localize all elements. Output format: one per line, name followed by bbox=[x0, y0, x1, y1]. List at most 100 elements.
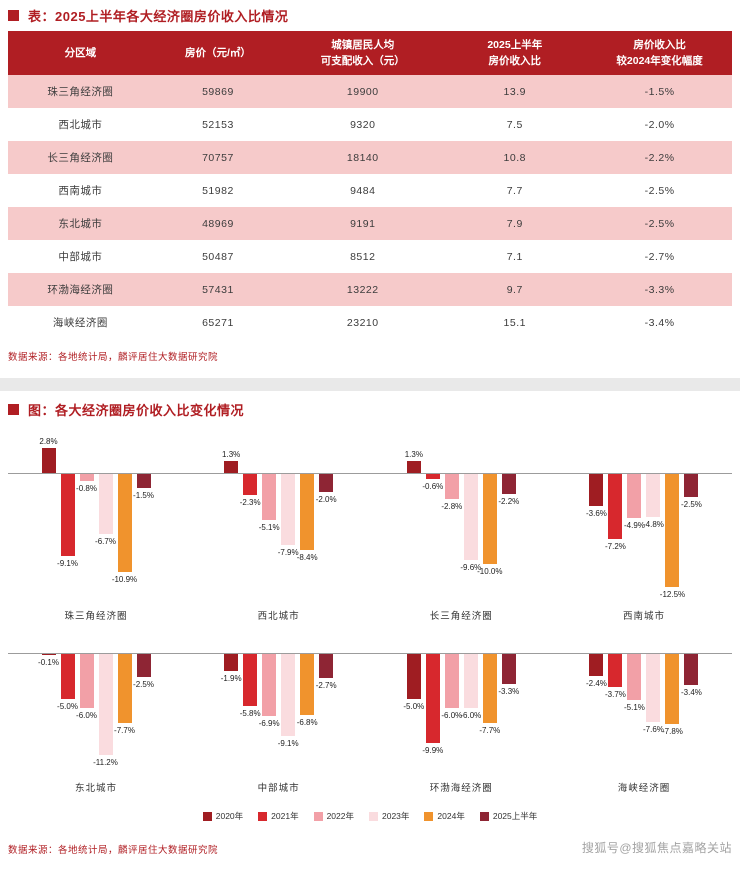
value-cell: 7.1 bbox=[506, 250, 523, 263]
bar-2025上半年 bbox=[684, 474, 699, 497]
bar-2023年 bbox=[646, 654, 661, 723]
bar-value-label: -9.9% bbox=[422, 746, 444, 756]
value-cell: 57431 bbox=[202, 283, 234, 296]
bar-value-label: -4.8% bbox=[643, 520, 664, 530]
region-name-cell: 环渤海经济圈 bbox=[47, 284, 114, 296]
column-header: 2025上半年 房价收入比 bbox=[442, 31, 588, 75]
legend-label: 2020年 bbox=[215, 811, 244, 821]
bar-2023年 bbox=[98, 474, 113, 535]
bar-2021年 bbox=[608, 474, 623, 539]
bar-2020年 bbox=[406, 461, 421, 473]
chart-group-label: 西北城市 bbox=[257, 611, 300, 622]
bar-2020年 bbox=[41, 654, 56, 655]
value-cell: -2.7% bbox=[644, 250, 675, 263]
chart-row-bottom: -0.1% -5.0% -6.0% -11.2% -7.7% -2.5% 东北城市 -1.9%… bbox=[8, 637, 732, 794]
bar-2021年 bbox=[60, 474, 75, 556]
chart-section-title: 图：各大经济圈房价收入比变化情况 bbox=[8, 402, 732, 418]
bar-value-label: -0.6% bbox=[422, 482, 444, 492]
value-cell: 9.7 bbox=[506, 283, 523, 296]
bar-2023年 bbox=[98, 654, 113, 755]
chart-group-label: 长三角经济圈 bbox=[429, 611, 493, 622]
region-name-cell: 海峡经济圈 bbox=[52, 317, 108, 329]
value-cell: 23210 bbox=[346, 316, 379, 329]
chart-group: 1.3% -0.6% -2.8% -9.6% -10.0% -2.2% 长三角经济圈 bbox=[373, 433, 549, 622]
column-header: 房价收入比 较2024年变化幅度 bbox=[587, 31, 732, 75]
bar-value-label: -9.6% bbox=[460, 563, 482, 573]
report-page: 表：2025上半年各大经济圈房价收入比情况 分区域 房价（元/㎡） 城镇居民人均 可… bbox=[0, 9, 740, 856]
table-row: 环渤海经济圈 57431 13222 9.7 -3.3% bbox=[8, 273, 732, 306]
bar-value-label: -5.1% bbox=[624, 702, 645, 712]
bar-value-label: -6.0% bbox=[460, 711, 482, 720]
bar-value-label: -6.0% bbox=[441, 711, 463, 720]
footer-row: 数据来源：各地统计局，麟评居住大数据研究院 搜狐号@搜狐焦点嘉略关站 bbox=[8, 839, 732, 856]
chart-group: 1.3% -2.3% -5.1% -7.9% -8.4% -2.0% 西北城市 bbox=[191, 433, 367, 622]
legend-label: 2022年 bbox=[326, 811, 354, 821]
chart-group-label: 中部城市 bbox=[257, 783, 300, 794]
bar-2023年 bbox=[646, 474, 661, 518]
legend-item: 2021年 bbox=[258, 810, 299, 822]
bar-2021年 bbox=[60, 654, 75, 699]
chart-title: 图：各大经济圈房价收入比变化情况 bbox=[28, 403, 245, 418]
chart-title-bullet-icon bbox=[8, 404, 19, 415]
region-name-cell: 东北城市 bbox=[58, 218, 103, 230]
bar-value-label: -5.1% bbox=[258, 522, 280, 532]
table-row: 中部城市 50487 8512 7.1 -2.7% bbox=[8, 240, 732, 273]
chart-group-label: 东北城市 bbox=[74, 783, 117, 794]
bar-plot: -5.0% -9.9% -6.0% -6.0% -7.7% -3.3% bbox=[373, 637, 549, 777]
bar-2021年 bbox=[243, 474, 258, 495]
bar-value-label: -2.0% bbox=[315, 495, 337, 504]
legend-swatch-icon bbox=[313, 811, 323, 821]
value-cell: 10.8 bbox=[503, 151, 526, 164]
bar-value-label: -1.5% bbox=[133, 490, 154, 500]
value-cell: 15.1 bbox=[503, 316, 526, 329]
value-cell: 52153 bbox=[202, 118, 234, 131]
bar-2025上半年 bbox=[136, 654, 151, 677]
bar-2024年 bbox=[482, 654, 497, 724]
bar-value-label: -3.7% bbox=[605, 690, 626, 700]
table-body: 珠三角经济圈 59869 19900 13.9 -1.5% 西北城市 52153 9320 7.… bbox=[8, 75, 732, 339]
bar-value-label: -7.7% bbox=[479, 726, 501, 736]
legend-item: 2022年 bbox=[313, 810, 354, 822]
chart-group: -2.4% -3.7% -5.1% -7.6% -7.8% -3.4% 海峡经济圈 bbox=[556, 637, 732, 794]
chart-source: 数据来源：各地统计局，麟评居住大数据研究院 bbox=[8, 845, 219, 856]
bar-2022年 bbox=[444, 654, 459, 708]
bar-2022年 bbox=[79, 474, 94, 482]
bar-2022年 bbox=[262, 654, 277, 717]
bar-2023年 bbox=[463, 474, 478, 561]
value-cell: 9191 bbox=[350, 217, 376, 230]
value-cell: 7.5 bbox=[506, 118, 523, 131]
table-row: 东北城市 48969 9191 7.9 -2.5% bbox=[8, 207, 732, 240]
bar-2025上半年 bbox=[136, 474, 151, 488]
chart-row-top: 2.8% -9.1% -0.8% -6.7% -10.9% -1.5% 珠三角经济圈 1.3%… bbox=[8, 433, 732, 622]
bar-2020年 bbox=[589, 654, 604, 676]
bar-2020年 bbox=[41, 447, 56, 473]
value-cell: -3.4% bbox=[644, 316, 675, 329]
value-cell: -2.0% bbox=[644, 118, 675, 131]
legend-item: 2023年 bbox=[369, 810, 409, 822]
bar-2024年 bbox=[665, 654, 680, 725]
value-cell: 65271 bbox=[202, 316, 234, 329]
bar-value-label: -12.5% bbox=[659, 589, 686, 599]
legend-item: 2024年 bbox=[424, 810, 465, 822]
bar-value-label: -0.1% bbox=[38, 658, 59, 667]
bar-value-label: -2.5% bbox=[133, 679, 154, 689]
bar-value-label: -6.8% bbox=[296, 718, 318, 728]
price-income-table: 分区域 房价（元/㎡） 城镇居民人均 可支配收入（元） 2025上半年 房价收入比 房价… bbox=[8, 31, 732, 339]
bar-2024年 bbox=[665, 474, 680, 587]
legend-label: 2023年 bbox=[382, 811, 410, 821]
table-header-row: 分区域 房价（元/㎡） 城镇居民人均 可支配收入（元） 2025上半年 房价收入比 房价… bbox=[8, 31, 732, 75]
bar-value-label: -6.9% bbox=[258, 719, 280, 729]
chart-legend: 2020年 2021年 2022年 2023年 2024年 2025上半年 bbox=[8, 811, 732, 821]
chart-group: -0.1% -5.0% -6.0% -11.2% -7.7% -2.5% 东北城市 bbox=[8, 637, 184, 794]
bar-2023年 bbox=[281, 654, 296, 736]
bar-value-label: -2.8% bbox=[441, 502, 463, 512]
bar-value-label: -5.0% bbox=[57, 702, 78, 711]
table-row: 长三角经济圈 70757 18140 10.8 -2.2% bbox=[8, 141, 732, 174]
bar-2022年 bbox=[627, 474, 642, 519]
bar-2024年 bbox=[117, 654, 132, 724]
bar-value-label: 2.8% bbox=[39, 436, 58, 446]
region-name-cell: 长三角经济圈 bbox=[47, 152, 114, 164]
region-name-cell: 西北城市 bbox=[58, 119, 103, 131]
bar-value-label: -4.9% bbox=[624, 521, 645, 531]
bar-value-label: -2.3% bbox=[239, 497, 261, 507]
